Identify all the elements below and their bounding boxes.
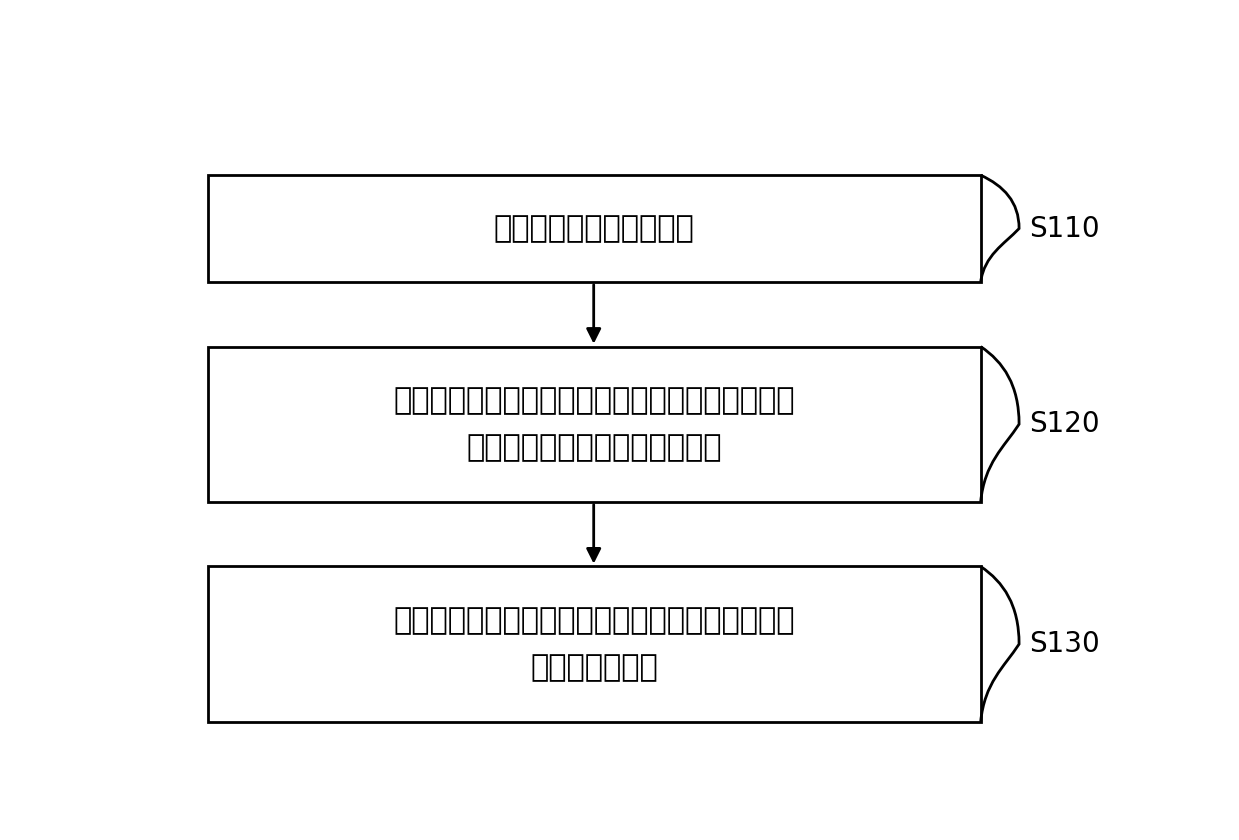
Bar: [208, 347, 981, 501]
Text: 获取髋关节的各断层图像: 获取髋关节的各断层图像: [494, 214, 695, 243]
Text: S110: S110: [1028, 214, 1099, 243]
Text: 将每个断层图像输入目标髋关节分割模型，生成每
个断层图像对应的二维分割结果: 将每个断层图像输入目标髋关节分割模型，生成每 个断层图像对应的二维分割结果: [394, 386, 795, 462]
Text: S130: S130: [1028, 630, 1099, 658]
Bar: [208, 566, 981, 722]
Bar: [208, 176, 981, 282]
Text: 依据各二维分割结果生成目标三维分割结果，作为
髋关节分割结果: 依据各二维分割结果生成目标三维分割结果，作为 髋关节分割结果: [394, 606, 795, 682]
Text: S120: S120: [1028, 410, 1099, 438]
